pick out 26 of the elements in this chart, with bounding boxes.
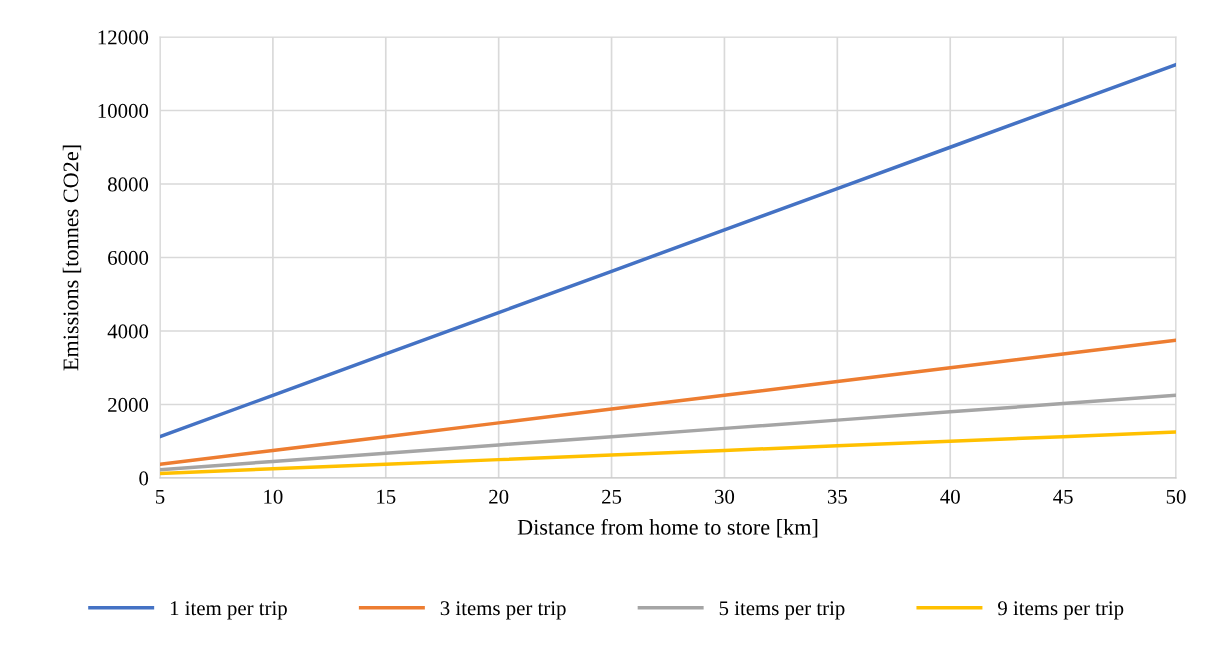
x-tick-label: 25 <box>602 489 622 504</box>
x-tick-label: 30 <box>715 489 735 504</box>
y-tick-label: 0 <box>139 471 149 486</box>
legend-label: 1 item per trip <box>170 601 287 620</box>
x-tick-label: 5 <box>156 489 165 504</box>
y-tick-label: 4000 <box>107 324 149 339</box>
x-tick-label: 15 <box>377 489 396 504</box>
x-tick-label: 50 <box>1166 489 1186 504</box>
y-tick-label: 10000 <box>98 103 149 118</box>
y-axis-title: Emissions [tonnes CO2e] <box>62 145 82 371</box>
legend-label: 5 items per trip <box>719 601 845 620</box>
x-tick-label: 40 <box>940 489 960 504</box>
y-tick-label: 8000 <box>108 177 149 192</box>
legend-label: 3 items per trip <box>440 601 566 620</box>
x-tick-label: 45 <box>1053 489 1073 504</box>
line-series <box>160 62 1176 439</box>
x-tick-label: 20 <box>489 489 509 504</box>
line-series <box>160 393 1176 472</box>
x-tick-label: 35 <box>827 489 847 504</box>
x-axis-title: Distance from home to store [km] <box>517 518 818 538</box>
y-tick-label: 2000 <box>108 397 149 412</box>
y-tick-label: 6000 <box>108 250 149 265</box>
legend-label: 9 items per trip <box>998 601 1124 620</box>
y-tick-label: 12000 <box>98 30 149 45</box>
line-series <box>160 338 1176 466</box>
x-tick-label: 10 <box>264 489 283 504</box>
